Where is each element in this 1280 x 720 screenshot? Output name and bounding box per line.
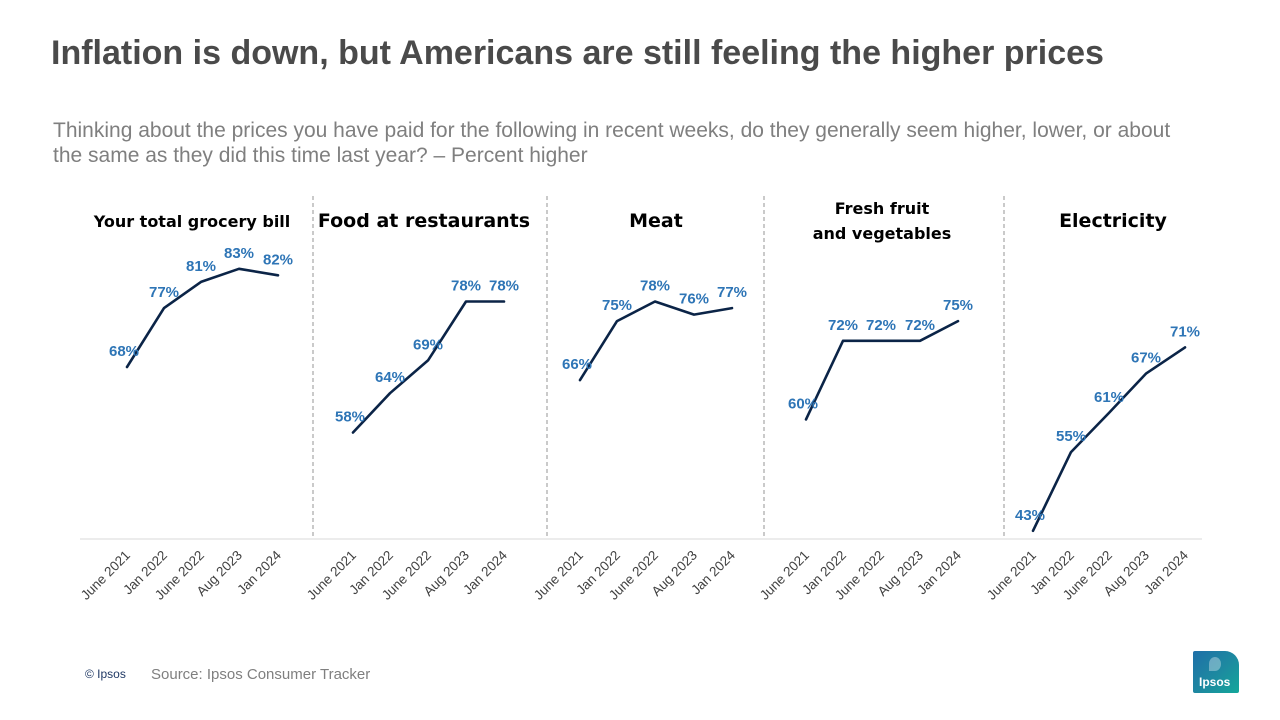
series-line <box>1031 346 1187 533</box>
page-title: Inflation is down, but Americans are sti… <box>51 34 1104 72</box>
panel-title: Food at restaurants <box>318 210 530 232</box>
data-label: 43% <box>1015 507 1045 524</box>
x-tick-label: June 2021 <box>984 548 1039 603</box>
page-subtitle: Thinking about the prices you have paid … <box>53 119 1171 167</box>
ipsos-logo: Ipsos <box>1193 651 1239 693</box>
data-label: 72% <box>828 317 858 334</box>
panel-title: Electricity <box>1059 210 1167 232</box>
data-label: 72% <box>905 317 935 334</box>
data-label: 78% <box>640 278 670 295</box>
data-label: 82% <box>263 251 293 268</box>
data-label: 69% <box>413 336 443 353</box>
panel-title: Your total grocery bill <box>93 212 291 231</box>
data-label: 67% <box>1131 350 1161 367</box>
data-label: 77% <box>149 284 179 301</box>
source-text: Source: Ipsos Consumer Tracker <box>151 666 371 683</box>
data-label: 78% <box>451 278 481 295</box>
data-label: 71% <box>1170 323 1200 340</box>
x-tick-label: June 2021 <box>304 548 359 603</box>
x-tick-label: Jan 2024 <box>1141 547 1191 597</box>
data-label: 61% <box>1094 389 1124 406</box>
data-label: 72% <box>866 317 896 334</box>
data-label: 78% <box>489 278 519 295</box>
data-label: 68% <box>109 343 139 360</box>
copyright-text: © Ipsos <box>85 667 126 681</box>
series-line <box>578 300 734 382</box>
data-label: 55% <box>1056 428 1086 445</box>
panel-title: Fresh fruit and vegetables <box>813 199 952 243</box>
data-label: 75% <box>602 297 632 314</box>
series-line <box>351 300 506 434</box>
panel-title: Meat <box>629 210 683 232</box>
panel-4: Fresh fruit and vegetables 60% 72% 72% 72% 75%… <box>757 199 973 603</box>
logo-text: Ipsos <box>1199 675 1231 689</box>
series-line <box>125 267 280 369</box>
data-label: 76% <box>679 291 709 308</box>
logo-mark-icon <box>1209 657 1221 671</box>
data-label: 60% <box>788 395 818 412</box>
panel-1: Your total grocery bill 68% 77% 81% 83% 82% Ju… <box>78 212 293 603</box>
data-label: 75% <box>943 297 973 314</box>
data-label: 77% <box>717 284 747 301</box>
x-tick-label: June 2021 <box>531 548 586 603</box>
x-tick-label: June 2021 <box>757 548 812 603</box>
data-label: 66% <box>562 356 592 373</box>
panel-5: Electricity 43% 55% 61% 67% 71% June 2021 Jan 2… <box>984 210 1200 603</box>
data-label: 81% <box>186 258 216 275</box>
data-label: 64% <box>375 369 405 386</box>
data-label: 58% <box>335 409 365 426</box>
panel-2: Food at restaurants 58% 64% 69% 78% 78% June 2… <box>304 210 530 603</box>
data-label: 83% <box>224 245 254 262</box>
x-tick-label: June 2021 <box>78 548 133 603</box>
x-tick-label: Jan 2024 <box>234 547 284 597</box>
series-line <box>804 319 960 421</box>
